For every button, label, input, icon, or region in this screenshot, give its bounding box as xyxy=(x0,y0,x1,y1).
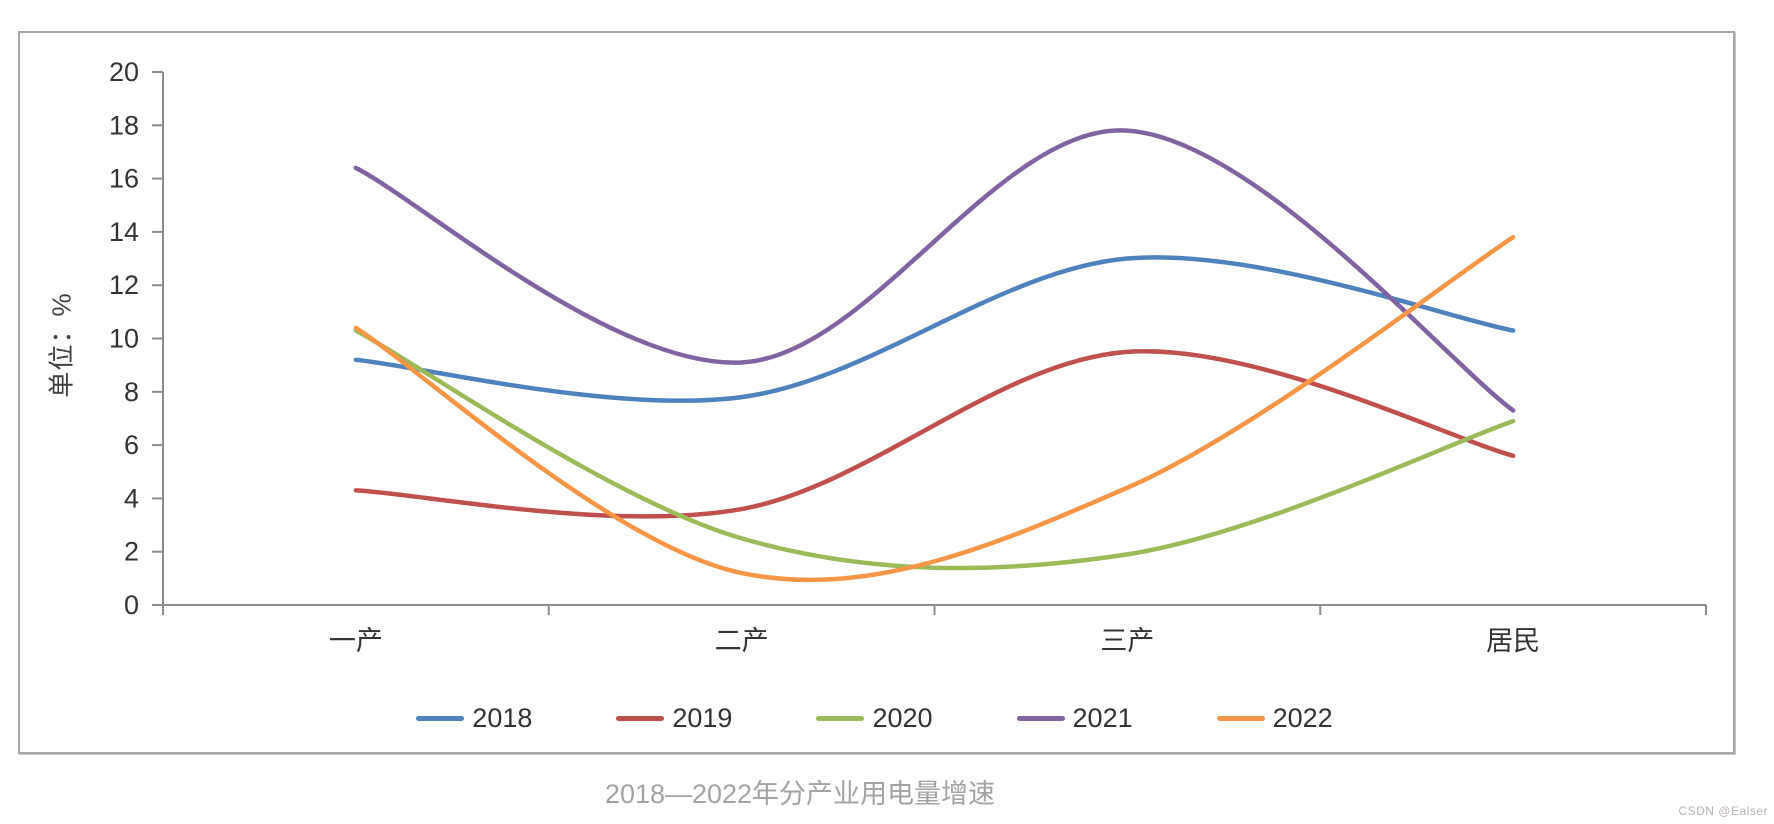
legend-item-2021: 2021 xyxy=(1016,702,1133,734)
y-tick-label: 6 xyxy=(124,430,139,460)
x-category-label: 三产 xyxy=(1100,626,1154,656)
series-line-2020 xyxy=(353,328,1516,571)
y-tick-label: 0 xyxy=(124,590,139,620)
chart-panel xyxy=(18,31,1735,754)
x-category-label: 一产 xyxy=(329,626,383,656)
legend-item-2022: 2022 xyxy=(1216,702,1333,734)
legend-swatch-2021 xyxy=(1016,715,1065,721)
legend-item-2019: 2019 xyxy=(616,703,732,734)
y-tick-label: 20 xyxy=(109,57,139,87)
legend-item-2020: 2020 xyxy=(816,702,933,734)
legend: 2018 2019 2020 2021 2022 xyxy=(18,698,1731,738)
legend-swatch-2020 xyxy=(816,715,865,721)
y-tick-label: 12 xyxy=(109,270,139,300)
y-tick-label: 16 xyxy=(109,164,139,194)
x-category-label: 二产 xyxy=(715,626,769,656)
series-line-2019 xyxy=(353,348,1516,519)
legend-label: 2022 xyxy=(1272,702,1333,733)
series-line-2021 xyxy=(353,128,1516,413)
y-tick-label: 4 xyxy=(124,483,139,513)
legend-swatch-2018 xyxy=(416,715,465,721)
legend-label: 2020 xyxy=(872,702,933,733)
y-tick-label: 2 xyxy=(124,537,139,567)
y-tick-label: 8 xyxy=(124,377,139,407)
legend-label: 2021 xyxy=(1072,702,1133,733)
legend-swatch-2022 xyxy=(1216,715,1265,721)
series-line-2018 xyxy=(353,255,1516,403)
legend-label: 2018 xyxy=(472,702,533,733)
chart-caption: 2018—2022年分产业用电量增速 xyxy=(604,779,996,809)
y-tick-label: 10 xyxy=(109,324,139,354)
x-category-label: 居民 xyxy=(1486,626,1540,656)
legend-label: 2019 xyxy=(672,702,733,733)
y-tick-label: 14 xyxy=(109,217,139,247)
legend-item-2018: 2018 xyxy=(416,703,532,734)
y-tick-label: 18 xyxy=(109,110,139,140)
legend-swatch-2019 xyxy=(616,715,665,721)
watermark: CSDN @Ealser xyxy=(1678,804,1768,818)
y-axis-title: 单位：% xyxy=(46,292,77,398)
series-line-2022 xyxy=(353,234,1516,583)
